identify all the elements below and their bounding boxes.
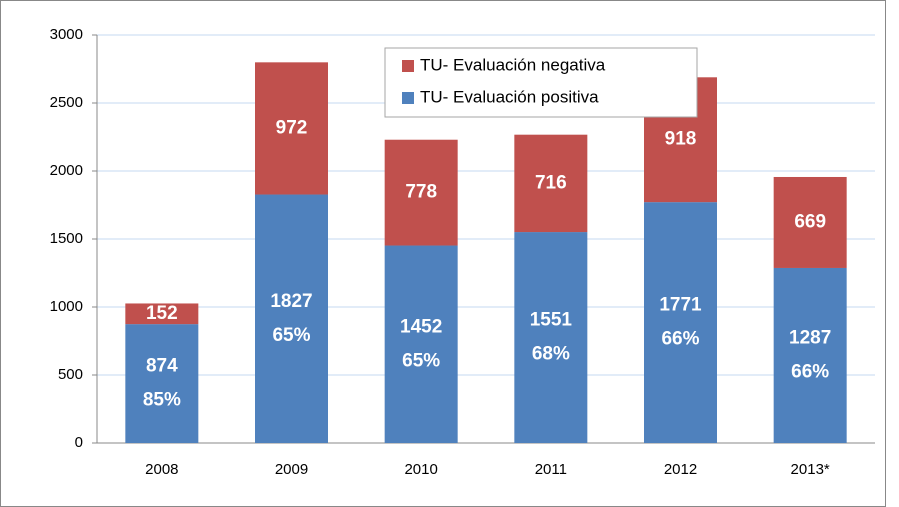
bar-segment (644, 202, 717, 443)
y-tick-label: 500 (58, 366, 83, 383)
legend-box (384, 47, 698, 118)
x-tick-label: 2012 (664, 461, 697, 478)
value-label: 874 (146, 356, 178, 377)
value-label: 716 (535, 172, 567, 193)
percent-label: 68% (532, 344, 570, 365)
value-label: 152 (146, 303, 178, 324)
percent-label: 66% (791, 361, 829, 382)
y-tick-label: 2000 (50, 162, 83, 179)
bar-segment (384, 245, 458, 443)
bar-segment (773, 176, 847, 268)
value-label: 918 (665, 129, 697, 150)
bar-segment (125, 324, 199, 443)
value-label: 669 (794, 211, 826, 232)
y-tick-label: 1500 (50, 230, 83, 247)
percent-label: 66% (661, 329, 699, 350)
percent-label: 85% (143, 390, 181, 411)
y-tick-label: 2500 (50, 94, 83, 111)
x-tick-label: 2013* (791, 461, 830, 478)
y-tick-label: 0 (75, 434, 83, 451)
legend-swatch (402, 92, 414, 104)
value-label: 1287 (789, 327, 831, 348)
percent-label: 65% (272, 325, 310, 346)
legend-label: TU- Evaluación negativa (420, 55, 606, 74)
x-tick-label: 2010 (404, 461, 437, 478)
bar-segment (255, 62, 328, 195)
percent-label: 65% (402, 350, 440, 371)
value-label: 1771 (659, 295, 702, 316)
value-label: 778 (405, 182, 437, 203)
legend-swatch (402, 60, 414, 72)
bar-segment (255, 194, 328, 443)
legend-label: TU- Evaluación positiva (420, 87, 599, 106)
value-label: 1452 (400, 316, 442, 337)
bar-segment (384, 139, 458, 246)
bar-segment (125, 303, 199, 325)
y-tick-label: 3000 (50, 26, 83, 43)
value-label: 1827 (270, 291, 312, 312)
x-tick-label: 2011 (535, 461, 567, 478)
bar-segment (514, 232, 588, 443)
x-tick-label: 2009 (275, 461, 308, 478)
x-tick-label: 2008 (145, 461, 178, 478)
bar-segment (514, 134, 588, 233)
bar-segment (773, 267, 847, 443)
value-label: 972 (276, 117, 308, 138)
y-tick-label: 1000 (50, 298, 83, 315)
value-label: 1551 (530, 310, 573, 331)
